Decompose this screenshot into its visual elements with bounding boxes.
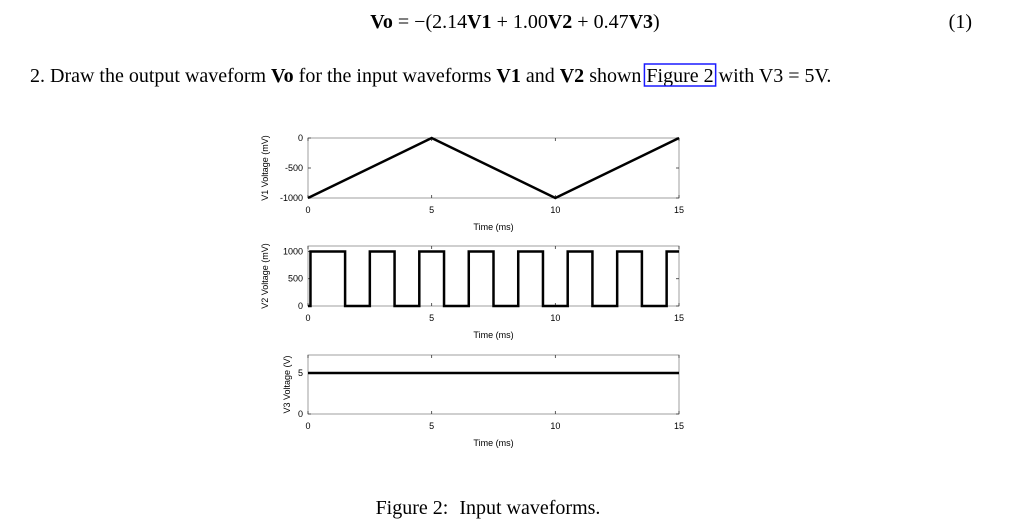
x-tick-label: 10: [550, 421, 560, 431]
text: shown: [589, 65, 641, 87]
eq-term: + 1.00: [497, 11, 548, 33]
equation: Vo = −(2.14V1 + 1.00V2 + 0.47V3): [370, 11, 659, 33]
figure-link[interactable]: Figure 2: [646, 65, 713, 87]
x-tick-label: 5: [429, 313, 434, 323]
y-tick-label: -1000: [280, 193, 303, 203]
caption-text: Input waveforms.: [459, 497, 600, 519]
text: V2: [560, 65, 584, 87]
y-tick-label: -500: [285, 163, 303, 173]
eq-term: ): [653, 11, 660, 33]
x-tick-label: 0: [305, 421, 310, 431]
x-tick-label: 0: [305, 205, 310, 215]
text: and: [526, 65, 555, 87]
x-tick-label: 5: [429, 421, 434, 431]
x-tick-label: 15: [674, 313, 684, 323]
x-tick-label: 0: [305, 313, 310, 323]
y-axis-label: V3 Voltage (V): [282, 355, 292, 413]
y-tick-label: 0: [298, 409, 303, 419]
y-tick-label: 0: [298, 301, 303, 311]
text: Vo: [271, 65, 294, 87]
x-axis-label: Time (ms): [473, 438, 513, 448]
x-tick-label: 10: [550, 205, 560, 215]
y-tick-label: 500: [288, 274, 303, 284]
x-tick-label: 15: [674, 205, 684, 215]
eq-term: V2: [548, 11, 572, 33]
eq-term: V1: [467, 11, 491, 33]
problem-text: 2. Draw the output waveform Vo for the i…: [30, 65, 831, 87]
equation-number: (1): [949, 11, 972, 33]
x-tick-label: 10: [550, 313, 560, 323]
x-tick-label: 5: [429, 205, 434, 215]
caption: Figure 2: Input waveforms.: [376, 497, 601, 519]
x-tick-label: 15: [674, 421, 684, 431]
eq-term: V3: [629, 11, 653, 33]
x-axis-label: Time (ms): [473, 222, 513, 232]
eq-term: + 0.47: [577, 11, 628, 33]
x-axis-label: Time (ms): [473, 330, 513, 340]
y-tick-label: 5: [298, 368, 303, 378]
eq-term: Vo: [370, 11, 393, 33]
y-tick-label: 1000: [283, 246, 303, 256]
eq-term: = −(2.14: [398, 11, 467, 33]
y-tick-label: 0: [298, 133, 303, 143]
y-axis-label: V1 Voltage (mV): [260, 135, 270, 201]
y-axis-label: V2 Voltage (mV): [260, 243, 270, 309]
problem-number: 2.: [30, 65, 45, 87]
text: V1: [496, 65, 520, 87]
line: [307, 136, 680, 200]
plot-frame: [307, 354, 680, 415]
text: with V3 = 5V.: [719, 65, 832, 87]
text: Draw the output waveform: [50, 65, 266, 87]
caption-label: Figure 2:: [376, 497, 449, 519]
link-box: [643, 63, 717, 87]
text: for the input waveforms: [299, 65, 492, 87]
line: [308, 250, 679, 308]
